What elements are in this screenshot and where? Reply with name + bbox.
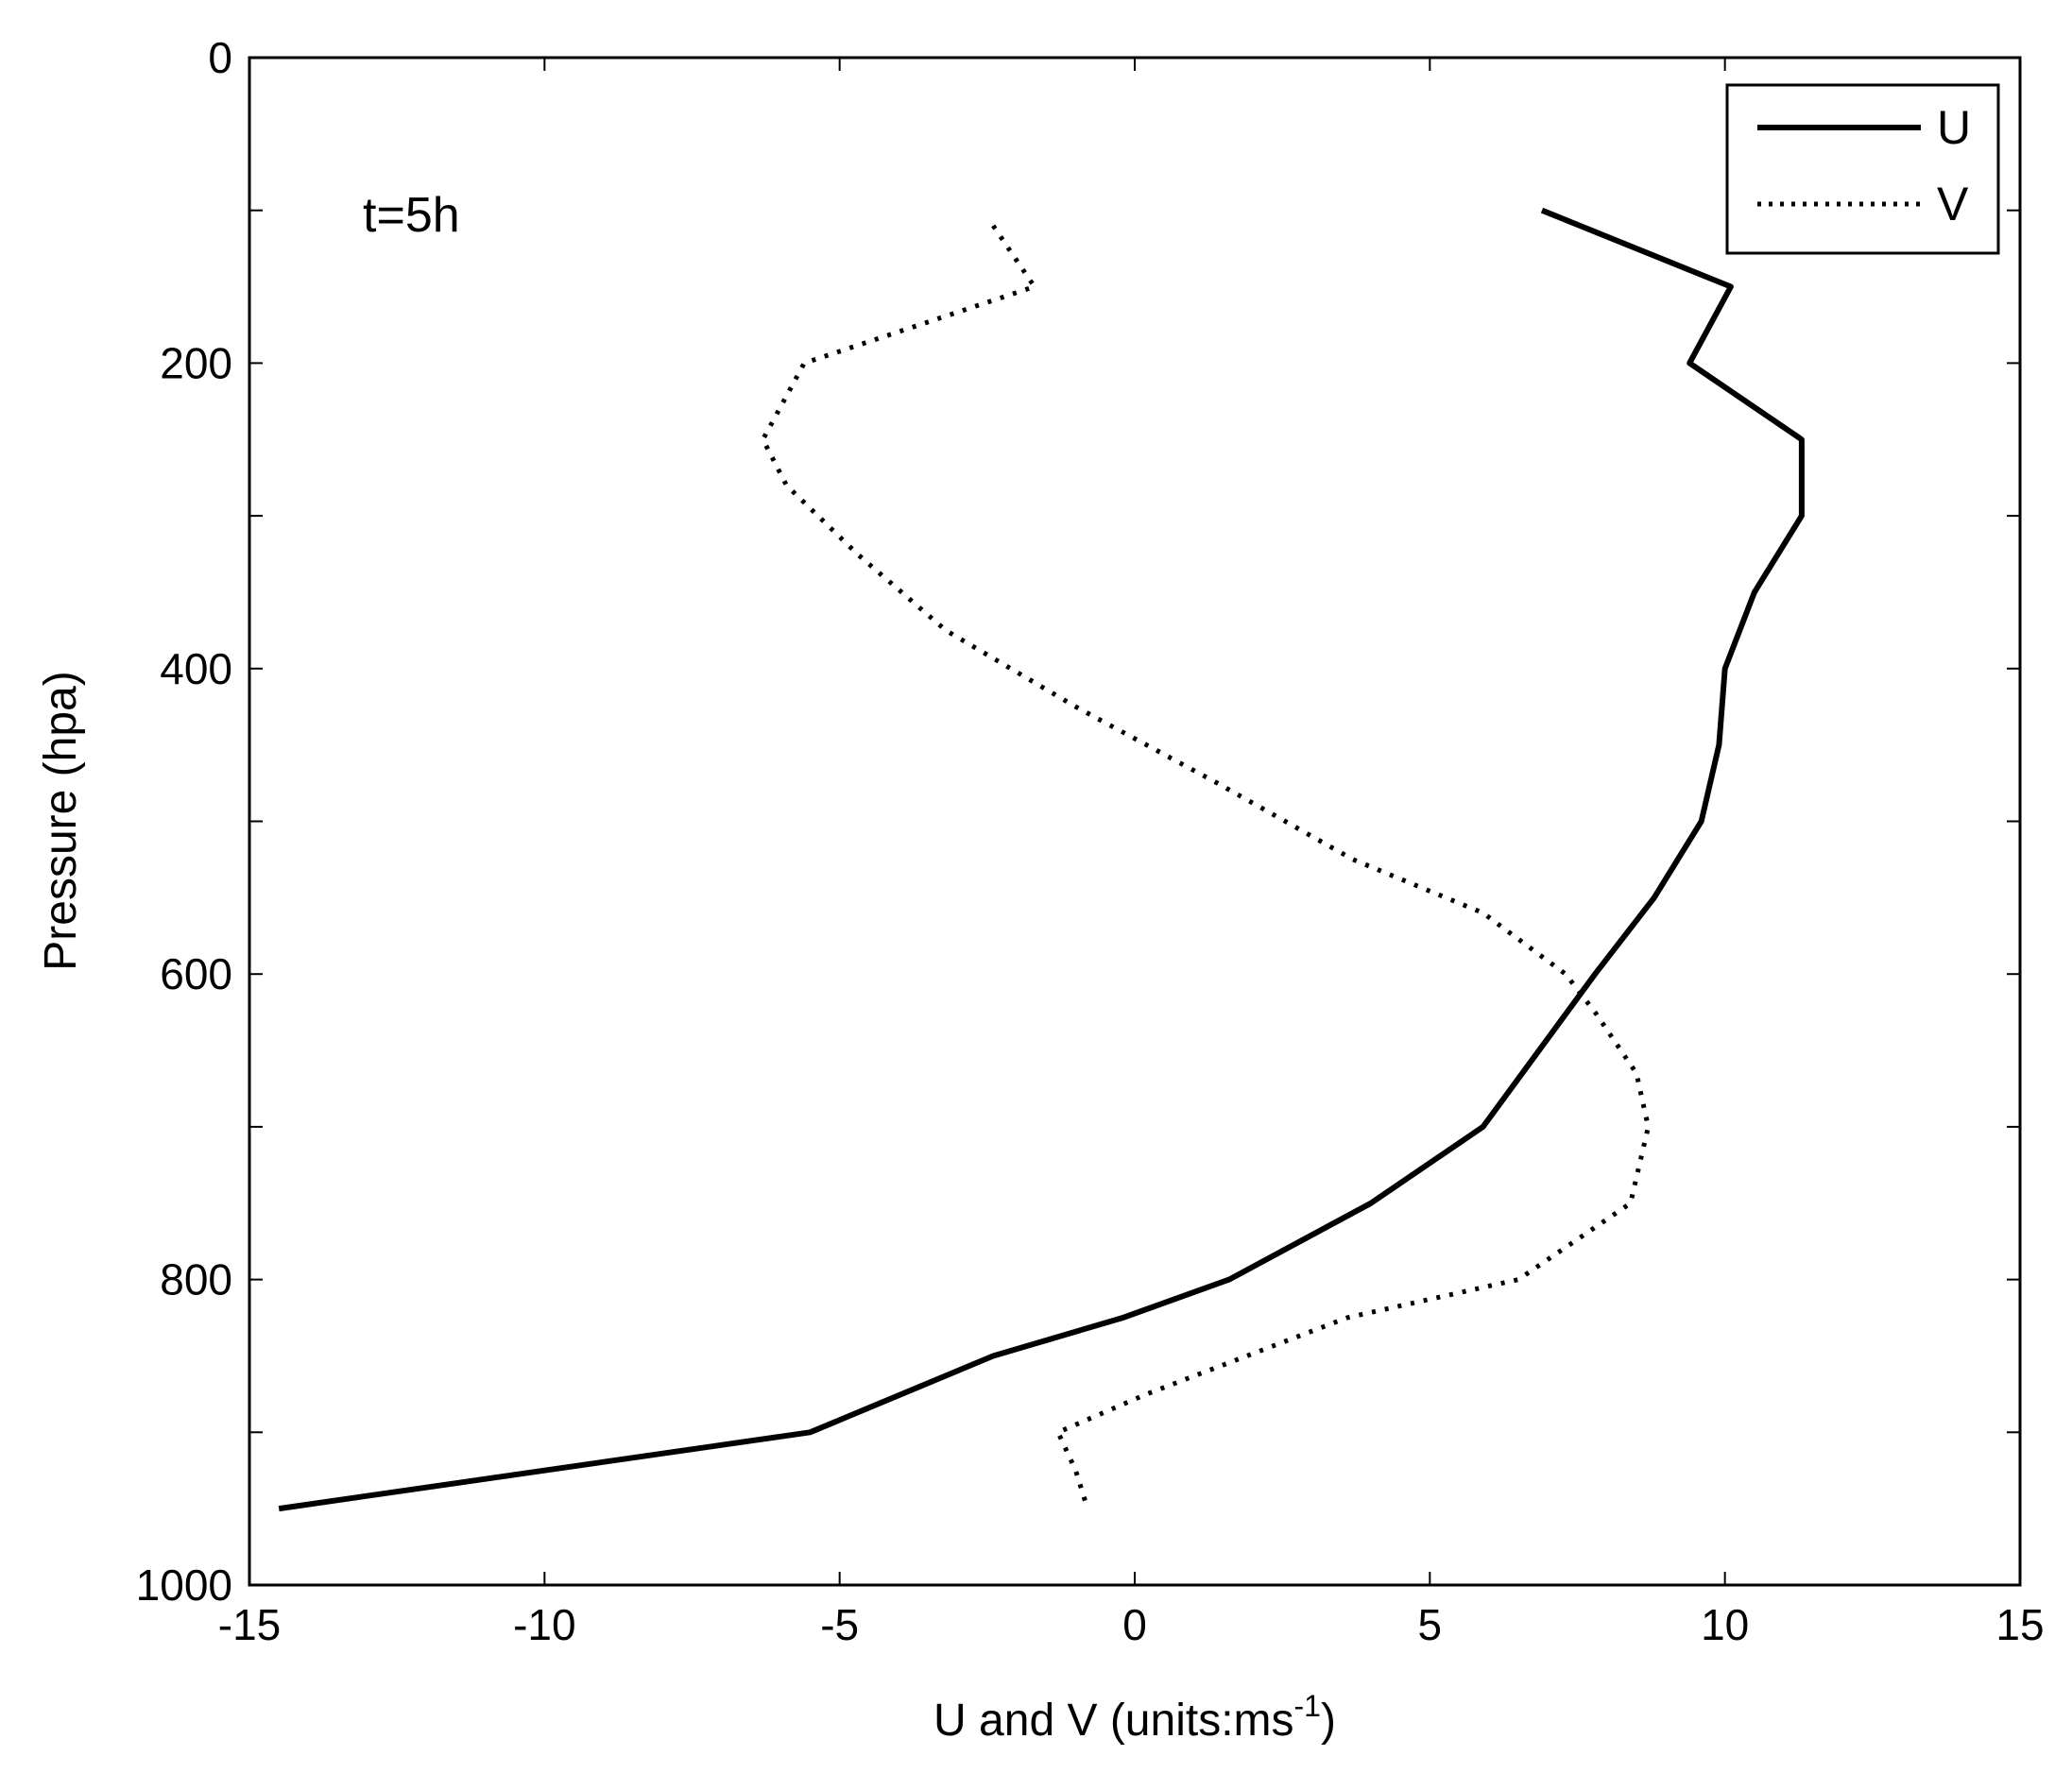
x-tick-label-5: 10 (1701, 1600, 1749, 1649)
legend-box (1725, 83, 2000, 255)
x-axis-label: U and V (units:ms-1) (933, 1689, 1336, 1746)
series-line-u (278, 207, 1805, 1512)
x-axis-label-superscript: -1 (1294, 1689, 1321, 1723)
x-tick-label-3: 0 (1122, 1600, 1147, 1649)
y-tick-label-2: 400 (160, 644, 232, 693)
axis-ticks: -15 -10 -5 0 5 10 15 0 200 400 600 800 1000 (136, 33, 2045, 1649)
x-tick-label-4: 5 (1418, 1600, 1443, 1649)
x-tick-label-1: -10 (513, 1600, 575, 1649)
x-tick-label-2: -5 (820, 1600, 859, 1649)
legend-label-v: V (1937, 178, 1969, 230)
y-tick-label-1: 200 (160, 338, 232, 387)
series-lines (278, 207, 1805, 1512)
plot-area (248, 56, 2022, 1587)
annotation-text: t=5h (363, 188, 460, 243)
y-tick-label-5: 1000 (136, 1560, 232, 1610)
y-tick-label-3: 600 (160, 949, 232, 998)
x-tick-label-0: -15 (218, 1600, 281, 1649)
y-axis-label: Pressure (hpa) (36, 671, 86, 970)
x-axis-label-suffix: ) (1321, 1696, 1336, 1746)
x-tick-label-6: 15 (1995, 1600, 2044, 1649)
legend-label-u: U (1937, 101, 1971, 154)
legend: U V (1725, 83, 2000, 255)
y-tick-label-4: 800 (160, 1255, 232, 1304)
y-tick-label-0: 0 (208, 33, 232, 82)
